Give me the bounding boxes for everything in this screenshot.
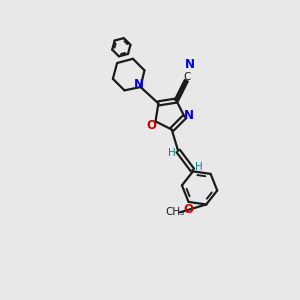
Text: N: N: [184, 110, 194, 122]
Text: O: O: [183, 203, 194, 216]
Text: H: H: [168, 148, 176, 158]
Text: N: N: [185, 58, 195, 71]
Text: H: H: [195, 162, 203, 172]
Text: N: N: [134, 78, 144, 91]
Text: O: O: [147, 119, 157, 132]
Text: C: C: [184, 72, 191, 82]
Text: CH₃: CH₃: [165, 207, 184, 217]
